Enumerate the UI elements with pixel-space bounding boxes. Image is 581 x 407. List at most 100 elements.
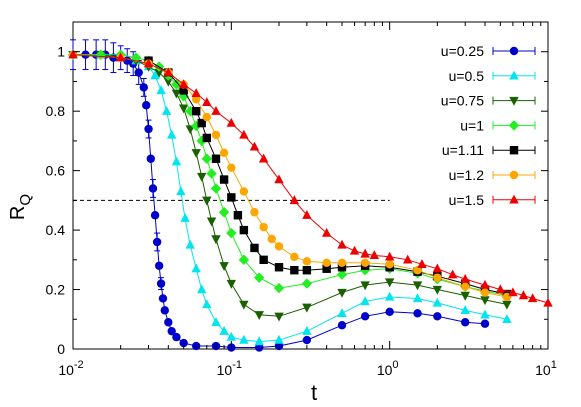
data-point: [249, 141, 260, 151]
data-point: [360, 312, 370, 321]
data-point: [385, 260, 394, 269]
y-tick-label: 0.4: [46, 222, 66, 238]
data-point: [412, 293, 423, 303]
data-point: [273, 282, 285, 294]
legend-entry: u=0.25: [441, 43, 536, 59]
data-point: [274, 263, 284, 272]
data-point: [171, 79, 182, 90]
data-point: [152, 237, 162, 247]
data-point: [502, 314, 512, 323]
data-point: [349, 245, 360, 255]
data-point: [480, 288, 490, 297]
legend-marker: [509, 96, 519, 106]
legend-entry: u=1.2: [449, 167, 536, 183]
data-point: [384, 251, 395, 261]
data-point: [250, 208, 259, 217]
data-point: [68, 49, 78, 59]
data-point: [211, 105, 221, 115]
y-tick-label: 1: [57, 44, 65, 60]
data-point: [211, 317, 221, 326]
data-point: [508, 287, 518, 297]
plot-border: [72, 21, 549, 350]
data-point: [322, 264, 331, 273]
legend-label: u=0.25: [441, 43, 484, 59]
data-point: [480, 296, 490, 306]
data-point: [219, 262, 229, 271]
data-point: [461, 318, 470, 327]
data-point: [148, 184, 158, 193]
data-point: [239, 225, 249, 235]
data-point: [239, 300, 249, 310]
data-point: [163, 67, 174, 77]
data-point: [302, 303, 312, 313]
data-point: [227, 163, 236, 172]
x-axis-title: t: [311, 380, 317, 405]
data-point: [226, 279, 237, 289]
data-point: [258, 153, 269, 163]
data-point: [185, 105, 196, 117]
data-point: [95, 49, 107, 60]
data-point: [337, 258, 347, 267]
data-point: [172, 332, 181, 342]
legend-label: u=1.5: [449, 192, 485, 208]
data-point: [322, 258, 331, 267]
series-u=1.5: [68, 49, 553, 307]
series-line: [73, 54, 486, 348]
data-point: [226, 117, 237, 127]
data-point: [360, 248, 370, 258]
data-point: [239, 334, 249, 344]
data-point: [115, 52, 126, 62]
data-point: [202, 133, 212, 143]
data-point: [178, 104, 189, 114]
data-point: [336, 269, 348, 280]
data-point: [202, 299, 212, 309]
data-point: [433, 312, 442, 321]
legend-label: u=0.75: [441, 93, 484, 109]
data-point: [461, 282, 470, 291]
data-point: [226, 227, 237, 239]
legend-entry: u=0.5: [449, 68, 536, 84]
data-point: [206, 168, 217, 179]
data-point: [480, 319, 490, 328]
data-point: [197, 172, 207, 182]
data-point: [274, 242, 284, 251]
data-point: [160, 306, 169, 315]
data-point: [210, 183, 222, 194]
data-point: [255, 343, 264, 352]
data-point: [413, 266, 422, 275]
data-point: [385, 307, 394, 317]
data-point: [191, 120, 202, 132]
data-point: [433, 273, 442, 282]
plot-frame: [72, 21, 549, 350]
data-point: [447, 269, 458, 279]
data-point: [417, 259, 427, 268]
y-axis-title: RQ: [7, 194, 34, 220]
data-point: [302, 257, 312, 266]
ticks-layer: 0 0.2 0.4 0.6 0.8 1 10-2 10-1 100 101: [46, 21, 557, 378]
data-point: [502, 300, 512, 310]
data-point: [171, 156, 182, 166]
data-point: [432, 285, 443, 295]
y-tick-label: 0.6: [46, 163, 66, 179]
data-point: [360, 258, 370, 267]
data-point: [219, 175, 229, 184]
legend-label: u=1.11: [442, 142, 484, 158]
series-u=1.2: [68, 50, 512, 302]
data-point: [337, 308, 347, 318]
legend: u=0.25 u=0.5 u=0.75 u=1 u=1.11 u=1.2 u=1.5: [441, 43, 536, 208]
data-point: [211, 130, 221, 140]
data-point: [250, 243, 259, 253]
data-point: [527, 293, 538, 303]
data-point: [166, 129, 177, 139]
data-point: [254, 336, 264, 346]
legend-marker: [509, 146, 519, 155]
data-point: [480, 279, 490, 289]
data-point: [179, 86, 188, 95]
data-point: [206, 217, 217, 227]
series-line: [72, 54, 508, 298]
data-point: [360, 281, 370, 291]
y-axis-title-main: R: [7, 206, 29, 220]
data-point: [191, 149, 201, 158]
data-point: [403, 254, 413, 264]
data-point: [130, 52, 142, 63]
